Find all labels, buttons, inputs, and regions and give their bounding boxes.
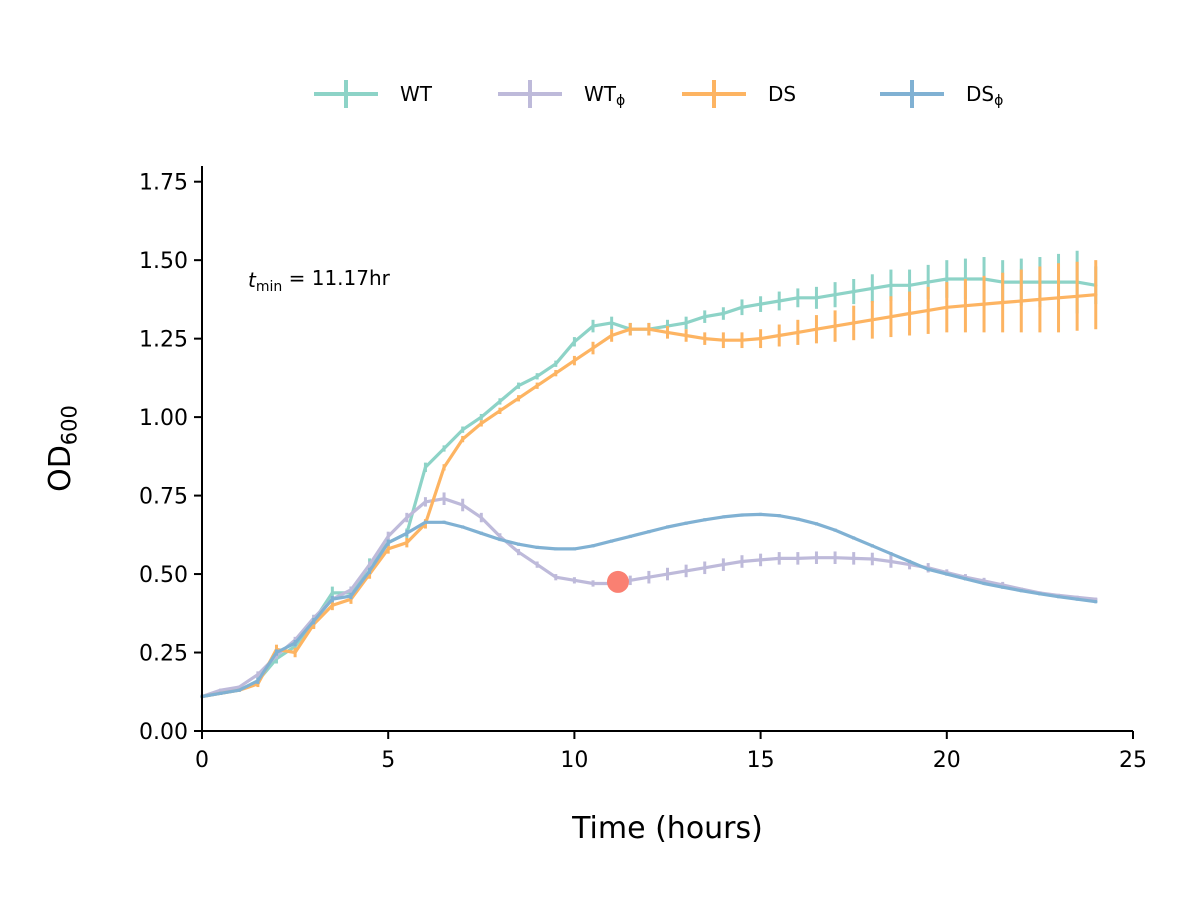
y-tick-label: 1.00 [139, 406, 188, 431]
legend-label-1: WTϕ [584, 82, 625, 109]
y-tick-label: 0.75 [139, 485, 188, 510]
legend-item-0: WT [314, 80, 433, 108]
y-axis-label: OD600 [43, 405, 81, 492]
series-layer [200, 250, 1098, 699]
series-2 [200, 260, 1098, 699]
legend-label-3: DSϕ [966, 82, 1003, 109]
y-tick-label: 0.00 [139, 720, 188, 745]
legend-item-1: WTϕ [498, 80, 625, 109]
legend-item-3: DSϕ [880, 80, 1003, 109]
x-tick-label: 25 [1119, 748, 1147, 773]
legend-label-2: DS [768, 82, 796, 106]
series-0 [200, 250, 1098, 699]
minimum-marker [606, 570, 629, 593]
y-tick-label: 0.50 [139, 563, 188, 588]
series-3 [200, 512, 1098, 699]
x-tick-label: 0 [195, 748, 209, 773]
y-tick-label: 0.25 [139, 642, 188, 667]
x-tick-label: 20 [933, 748, 961, 773]
x-tick-label: 5 [381, 748, 395, 773]
series-line-0 [200, 277, 1098, 699]
series-line-2 [200, 293, 1098, 699]
t-min-annotation: tmin = 11.17hr [248, 266, 391, 295]
y-tick-label: 1.50 [139, 249, 188, 274]
y-tick-label: 1.75 [139, 171, 188, 196]
series-1 [200, 492, 1098, 699]
x-axis-label: Time (hours) [571, 811, 763, 846]
x-tick-label: 10 [560, 748, 588, 773]
y-tick-label: 1.25 [139, 328, 188, 353]
x-tick-label: 15 [747, 748, 775, 773]
legend: WT WTϕ DS DSϕ [314, 80, 1003, 109]
legend-label-0: WT [400, 82, 433, 106]
legend-item-2: DS [682, 80, 796, 108]
axes-layer: 0 5 10 15 20 25 0.00 0.25 0.50 0.75 1.00 1.25 1.50 1.… [43, 166, 1147, 846]
